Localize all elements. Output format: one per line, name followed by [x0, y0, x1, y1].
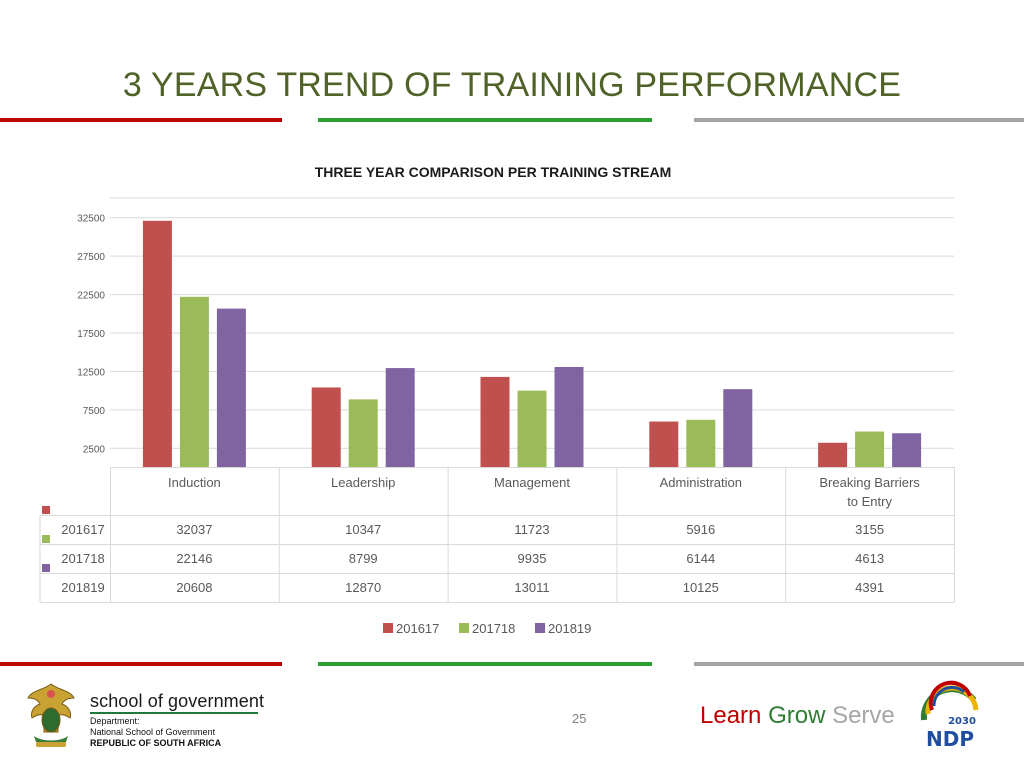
table-value: 9935	[518, 551, 547, 566]
table-value: 5916	[686, 522, 715, 537]
bar-201718	[517, 390, 547, 467]
tagline-grow: Grow	[768, 702, 826, 729]
table-value: 4613	[855, 551, 884, 566]
bottom-rule-gray	[694, 662, 1024, 666]
table-series-label: 201819	[61, 580, 104, 595]
country-name: REPUBLIC OF SOUTH AFRICA	[90, 738, 222, 748]
category-label: Induction	[168, 475, 221, 490]
ndp-2030-logo: 2030 NDP	[920, 680, 979, 751]
bar-201819	[892, 433, 922, 467]
ndp-text: NDP	[926, 727, 974, 751]
organisation-underline	[90, 712, 258, 714]
tagline-serve: Serve	[832, 702, 895, 729]
department-name: National School of Government	[90, 727, 216, 737]
table-legend-key-201718	[42, 535, 50, 543]
table-series-label: 201617	[61, 522, 104, 537]
y-tick-label: 12500	[77, 367, 105, 378]
tagline: Learn Grow Serve	[700, 702, 895, 730]
y-tick-label: 7500	[83, 406, 106, 417]
bar-201718	[179, 296, 209, 467]
table-value: 11723	[514, 522, 549, 537]
bottom-rule-green	[318, 662, 652, 666]
table-value: 13011	[514, 580, 549, 595]
tagline-learn: Learn	[700, 702, 762, 729]
table-value: 10125	[683, 580, 719, 595]
organisation-name: school of government	[90, 691, 265, 711]
table-value: 32037	[176, 522, 212, 537]
ndp-year: 2030	[948, 716, 976, 727]
table-value: 6144	[686, 551, 715, 566]
y-tick-label: 17500	[77, 329, 105, 340]
bar-201819	[554, 367, 584, 467]
y-tick-label: 22500	[77, 291, 105, 302]
table-legend-key-201819	[42, 564, 50, 572]
legend-swatch-201617	[383, 623, 393, 633]
bottom-rule-red	[0, 662, 282, 666]
table-value: 4391	[855, 580, 884, 595]
category-label: Breaking Barriers to Entry	[819, 475, 920, 509]
y-tick-label: 2500	[83, 444, 106, 455]
table-series-label: 201718	[61, 551, 104, 566]
bar-201819	[723, 389, 753, 467]
bar-201819	[216, 308, 246, 467]
bar-201617	[480, 376, 510, 467]
bar-201819	[385, 368, 415, 467]
chart-title: THREE YEAR COMPARISON PER TRAINING STREA…	[315, 164, 672, 180]
department-label: Department:	[90, 716, 140, 726]
bar-201718	[686, 419, 716, 467]
table-value: 8799	[349, 551, 378, 566]
bar-201617	[311, 387, 341, 467]
table-value: 22146	[176, 551, 212, 566]
y-tick-label: 27500	[77, 252, 105, 263]
category-label: Administration	[660, 475, 742, 490]
category-label-line: Administration	[660, 475, 742, 490]
category-label-line: Leadership	[331, 475, 395, 490]
legend-label: 201718	[472, 621, 515, 636]
table-value: 3155	[855, 522, 884, 537]
bar-201718	[348, 399, 378, 467]
category-label-line: to Entry	[847, 494, 892, 509]
legend-label: 201819	[548, 621, 591, 636]
slide-title: 3 YEARS TREND OF TRAINING PERFORMANCE	[122, 66, 902, 104]
bar-201617	[142, 220, 172, 467]
coat-of-arms-icon	[27, 683, 75, 747]
category-label-line: Management	[494, 475, 570, 490]
category-label: Leadership	[331, 475, 395, 490]
legend-swatch-201718	[459, 623, 469, 633]
table-value: 12870	[345, 580, 381, 595]
table-value: 10347	[345, 522, 381, 537]
y-tick-label: 32500	[77, 214, 105, 225]
table-legend-key-201617	[42, 506, 50, 514]
bar-201617	[818, 442, 848, 467]
top-rule-red	[0, 118, 282, 122]
bar-201718	[855, 431, 885, 467]
bar-201617	[649, 421, 679, 467]
top-rule-green	[318, 118, 652, 122]
top-rule-gray	[694, 118, 1024, 122]
legend-swatch-201819	[535, 623, 545, 633]
chart: THREE YEAR COMPARISON PER TRAINING STREA…	[39, 164, 955, 636]
category-label: Management	[494, 475, 570, 490]
table-value: 20608	[176, 580, 212, 595]
slide-number: 25	[572, 711, 587, 726]
category-label-line: Induction	[168, 475, 221, 490]
legend-label: 201617	[396, 621, 439, 636]
category-label-line: Breaking Barriers	[819, 475, 920, 490]
